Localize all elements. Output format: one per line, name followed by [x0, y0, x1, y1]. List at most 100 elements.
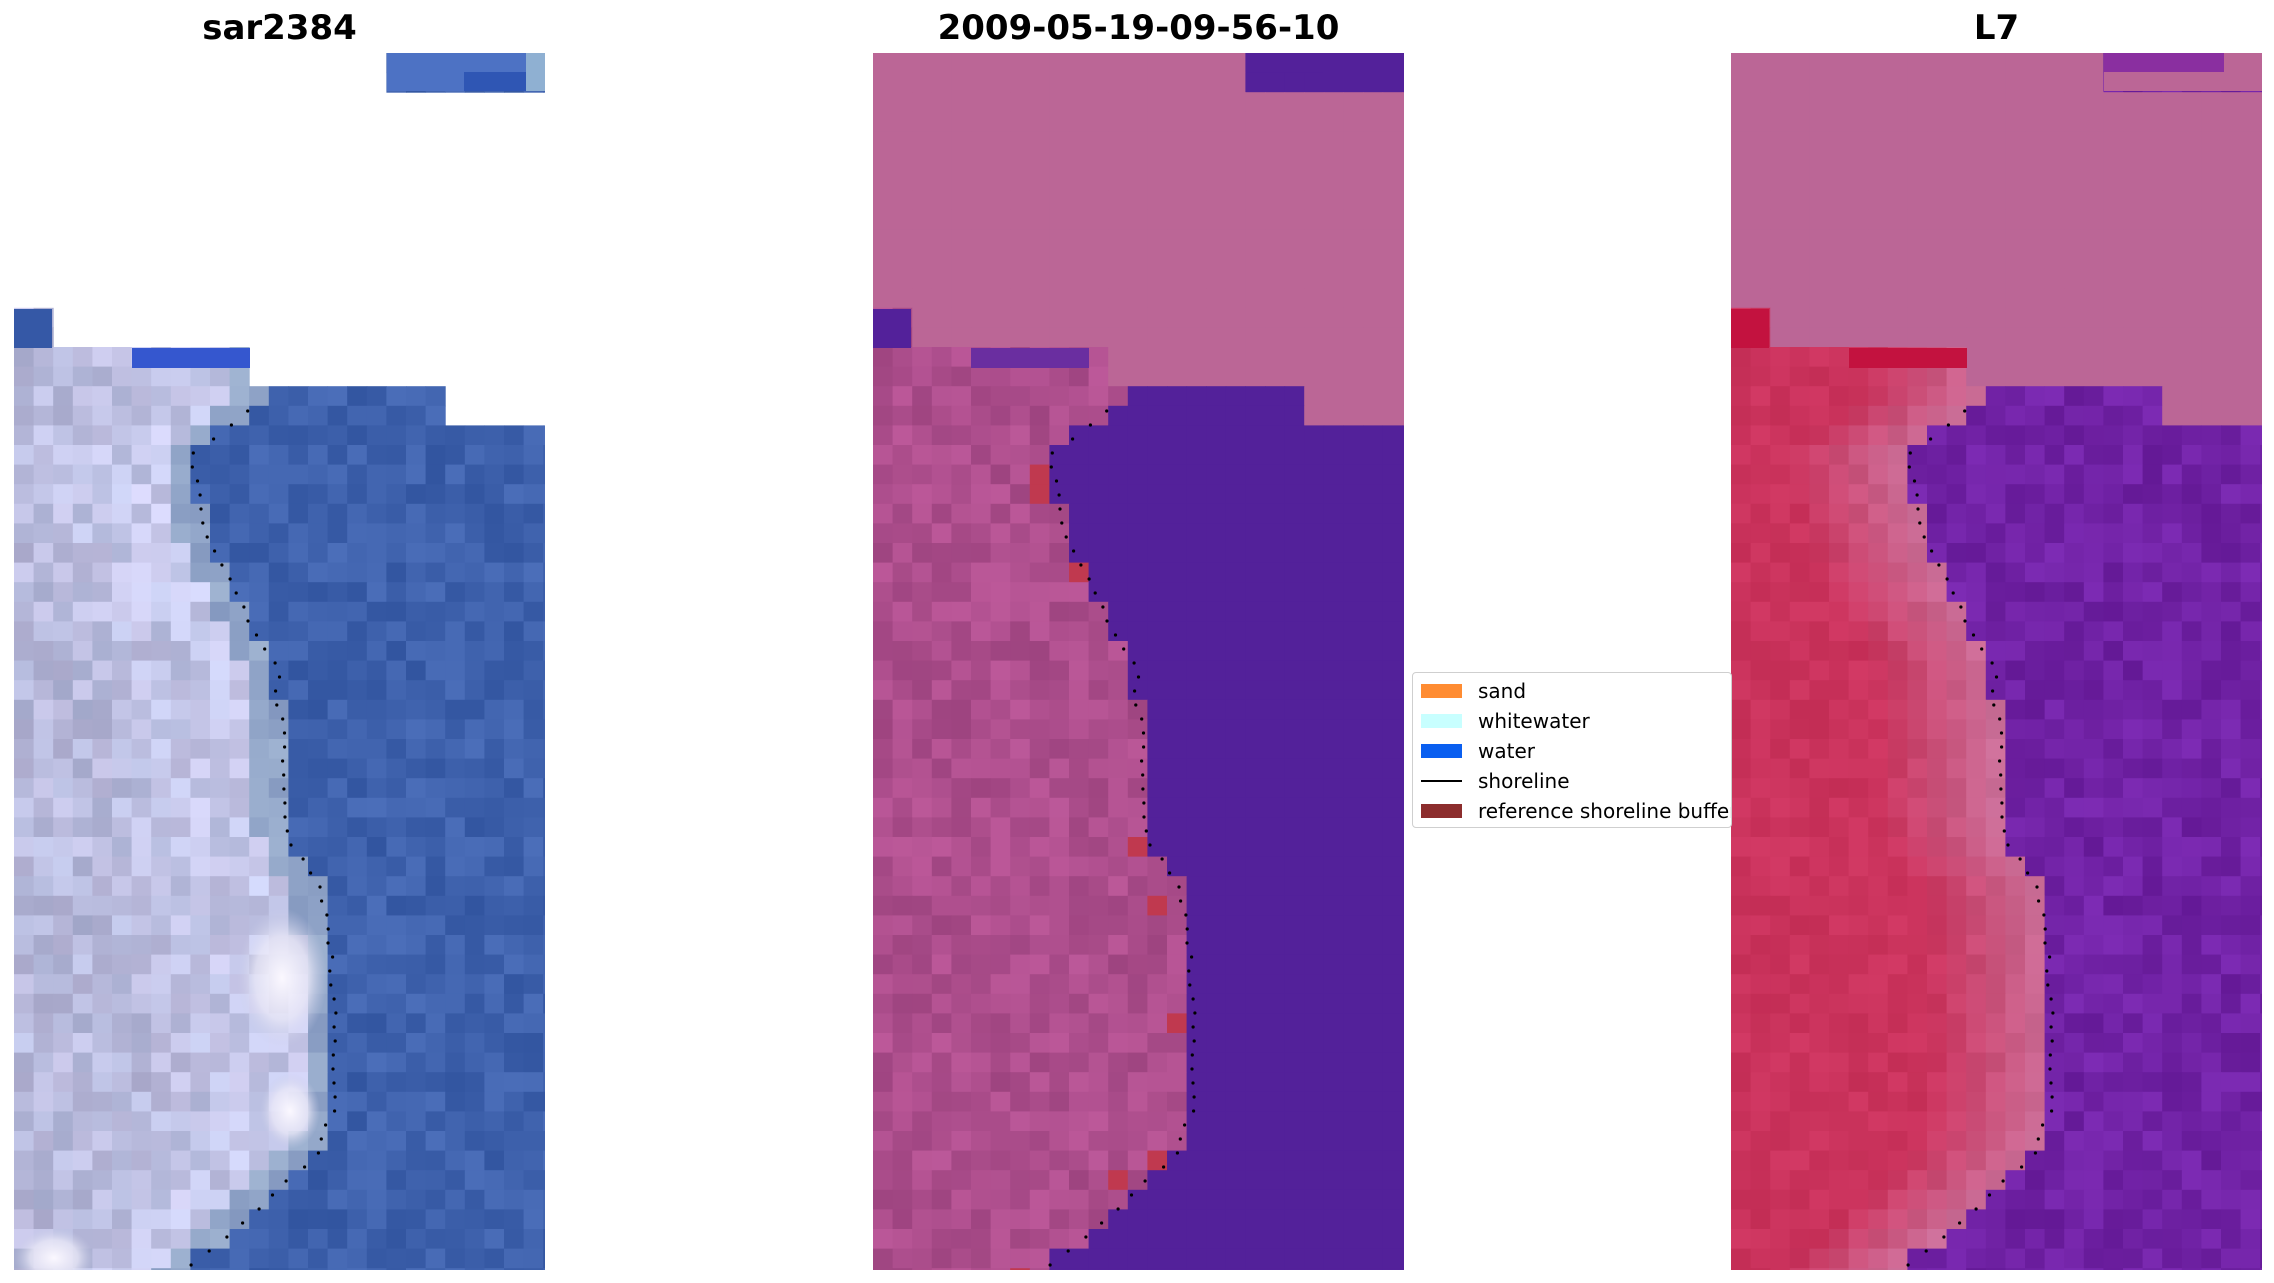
pixel: [912, 445, 933, 466]
pixel: [1927, 170, 1948, 191]
pixel: [445, 1033, 466, 1054]
pixel: [1927, 1268, 1948, 1270]
pixel: [1088, 876, 1109, 897]
pixel: [1167, 131, 1188, 152]
pixel: [92, 464, 113, 485]
pixel: [1927, 386, 1948, 407]
pixel: [1147, 53, 1168, 74]
pixel: [484, 817, 505, 838]
pixel: [347, 621, 368, 642]
index-panel: [1731, 53, 2262, 1270]
pixel: [1927, 366, 1948, 387]
pixel: [1868, 562, 1889, 583]
pixel: [1343, 190, 1364, 211]
pixel: [2181, 209, 2202, 230]
pixel: [2142, 405, 2163, 426]
pixel: [249, 582, 270, 603]
pixel: [2103, 1072, 2124, 1093]
pixel: [1304, 758, 1325, 779]
pixel: [504, 739, 525, 760]
pixel: [1985, 1189, 2006, 1210]
pixel: [366, 1033, 387, 1054]
pixel: [112, 1131, 133, 1152]
pixel: [347, 660, 368, 681]
pixel: [1147, 817, 1168, 838]
pixel: [1946, 817, 1967, 838]
pixel: [92, 856, 113, 877]
pixel: [2260, 758, 2262, 779]
pixel: [1323, 621, 1344, 642]
pixel: [327, 817, 348, 838]
pixel: [1731, 111, 1752, 132]
pixel: [484, 954, 505, 975]
pixel: [1206, 209, 1227, 230]
pixel: [1343, 1052, 1364, 1073]
pixel: [151, 876, 172, 897]
shoreline-point: [1183, 1123, 1187, 1127]
pixel: [1206, 915, 1227, 936]
pixel: [2025, 719, 2046, 740]
pixel: [873, 72, 894, 93]
pixel: [2064, 562, 2085, 583]
pixel: [1770, 856, 1791, 877]
pixel: [1127, 249, 1148, 270]
pixel: [1167, 1170, 1188, 1191]
pixel: [1402, 895, 1404, 916]
pixel: [112, 1033, 133, 1054]
pixel: [912, 837, 933, 858]
pixel: [1265, 72, 1286, 93]
pixel: [1966, 523, 1987, 544]
pixel: [229, 543, 250, 564]
shoreline-point: [1141, 773, 1145, 777]
pixel: [2025, 739, 2046, 760]
pixel: [1147, 954, 1168, 975]
pixel: [990, 1248, 1011, 1269]
pixel: [2064, 503, 2085, 524]
pixel: [2260, 601, 2262, 622]
pixel: [1225, 895, 1246, 916]
pixel: [53, 895, 74, 916]
pixel: [1304, 1209, 1325, 1230]
pixel: [504, 856, 525, 877]
pixel: [1029, 503, 1050, 524]
pixel: [131, 1189, 152, 1210]
pixel: [2221, 1268, 2242, 1270]
pixel: [2103, 817, 2124, 838]
pixel: [425, 425, 446, 446]
pixel: [1927, 131, 1948, 152]
pixel: [2162, 386, 2183, 407]
pixel: [951, 876, 972, 897]
pixel: [1907, 170, 1928, 191]
pixel: [425, 445, 446, 466]
pixel: [892, 641, 913, 662]
pixel: [543, 895, 545, 916]
pixel: [1363, 1229, 1384, 1250]
pixel: [1284, 1013, 1305, 1034]
pixel: [92, 1268, 113, 1270]
pixel: [308, 582, 329, 603]
pixel: [1789, 405, 1810, 426]
pixel: [1147, 268, 1168, 289]
pixel: [1809, 307, 1830, 328]
pixel: [892, 170, 913, 191]
pixel: [990, 739, 1011, 760]
pixel: [406, 621, 427, 642]
pixel: [1108, 856, 1129, 877]
pixel: [892, 1111, 913, 1132]
pixel: [1770, 778, 1791, 799]
pixel: [931, 1229, 952, 1250]
pixel: [1186, 758, 1207, 779]
pixel: [2201, 856, 2222, 877]
pixel: [1167, 974, 1188, 995]
pixel: [2162, 503, 2183, 524]
pixel: [1402, 1072, 1404, 1093]
pixel: [1363, 601, 1384, 622]
pixel: [327, 856, 348, 877]
pixel: [1809, 347, 1830, 368]
pixel: [2083, 464, 2104, 485]
pixel: [347, 523, 368, 544]
pixel: [445, 484, 466, 505]
pixel: [951, 386, 972, 407]
pixel: [366, 1209, 387, 1230]
pixel: [1186, 327, 1207, 348]
